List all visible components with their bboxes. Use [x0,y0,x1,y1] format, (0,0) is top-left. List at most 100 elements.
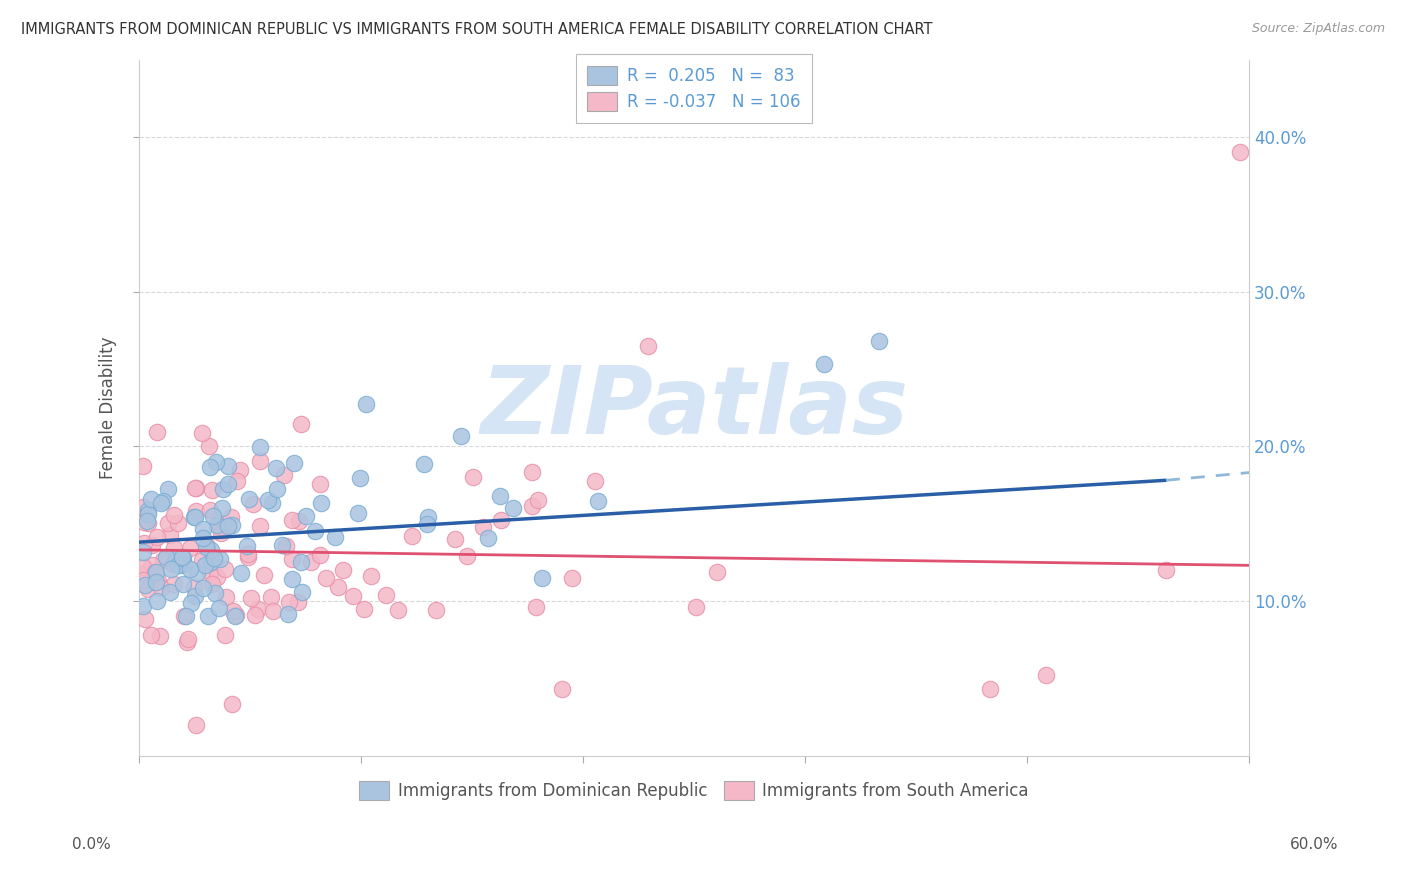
Point [236,547,259,561]
Point [520,465,543,479]
Point [326,580,349,594]
Point [184,504,207,518]
Point [309,496,332,510]
Point [214,562,236,576]
Point [145,574,167,589]
Point [152,493,174,508]
Point [131,500,153,515]
Point [204,585,226,599]
Point [260,496,283,510]
Point [174,609,197,624]
Point [160,562,183,576]
Point [374,588,396,602]
Point [979,682,1001,697]
Point [143,565,166,579]
Point [180,596,202,610]
Point [412,457,434,471]
Point [208,601,231,615]
Point [184,717,207,731]
Point [194,558,217,572]
Point [349,470,371,484]
Point [229,462,252,476]
Point [166,550,188,565]
Point [561,571,583,585]
Point [209,552,232,566]
Point [156,516,179,531]
Point [209,520,232,534]
Point [173,557,195,571]
Point [685,599,707,614]
Legend: Immigrants from Dominican Republic, Immigrants from South America: Immigrants from Dominican Republic, Immi… [353,774,1035,806]
Point [214,628,236,642]
Point [214,516,236,530]
Point [131,573,153,587]
Point [260,590,283,604]
Point [276,539,298,553]
Point [134,578,156,592]
Point [249,454,271,468]
Point [304,524,326,538]
Point [332,563,354,577]
Point [240,591,263,606]
Point [283,456,305,470]
Point [191,426,214,441]
Point [209,526,232,541]
Point [346,506,368,520]
Point [387,603,409,617]
Point [226,474,249,488]
Point [132,515,155,529]
Point [217,519,239,533]
Point [531,571,554,585]
Point [163,576,186,591]
Point [217,459,239,474]
Point [135,565,157,579]
Point [253,567,276,582]
Point [186,481,208,495]
Point [162,558,184,572]
Point [586,493,609,508]
Point [225,608,247,623]
Point [231,566,253,580]
Point [202,551,225,566]
Point [198,565,221,579]
Point [194,540,217,554]
Point [183,580,205,594]
Point [152,553,174,567]
Point [238,492,260,507]
Point [526,493,548,508]
Point [177,632,200,646]
Point [502,501,524,516]
Point [146,425,169,440]
Point [280,572,302,586]
Point [191,521,214,535]
Point [1035,668,1057,682]
Point [211,483,233,497]
Point [170,550,193,565]
Point [136,582,159,596]
Point [277,607,299,622]
Point [281,513,304,527]
Point [224,609,246,624]
Point [299,555,322,569]
Point [179,562,201,576]
Point [172,577,194,591]
Point [134,612,156,626]
Point [184,589,207,603]
Point [193,532,215,546]
Point [200,555,222,569]
Point [416,510,439,524]
Point [295,508,318,523]
Point [205,570,228,584]
Point [236,539,259,553]
Point [141,558,163,573]
Point [353,602,375,616]
Point [198,502,221,516]
Point [281,552,304,566]
Point [132,536,155,550]
Point [360,569,382,583]
Point [450,428,472,442]
Point [242,498,264,512]
Point [489,513,512,527]
Point [155,549,177,564]
Point [163,541,186,555]
